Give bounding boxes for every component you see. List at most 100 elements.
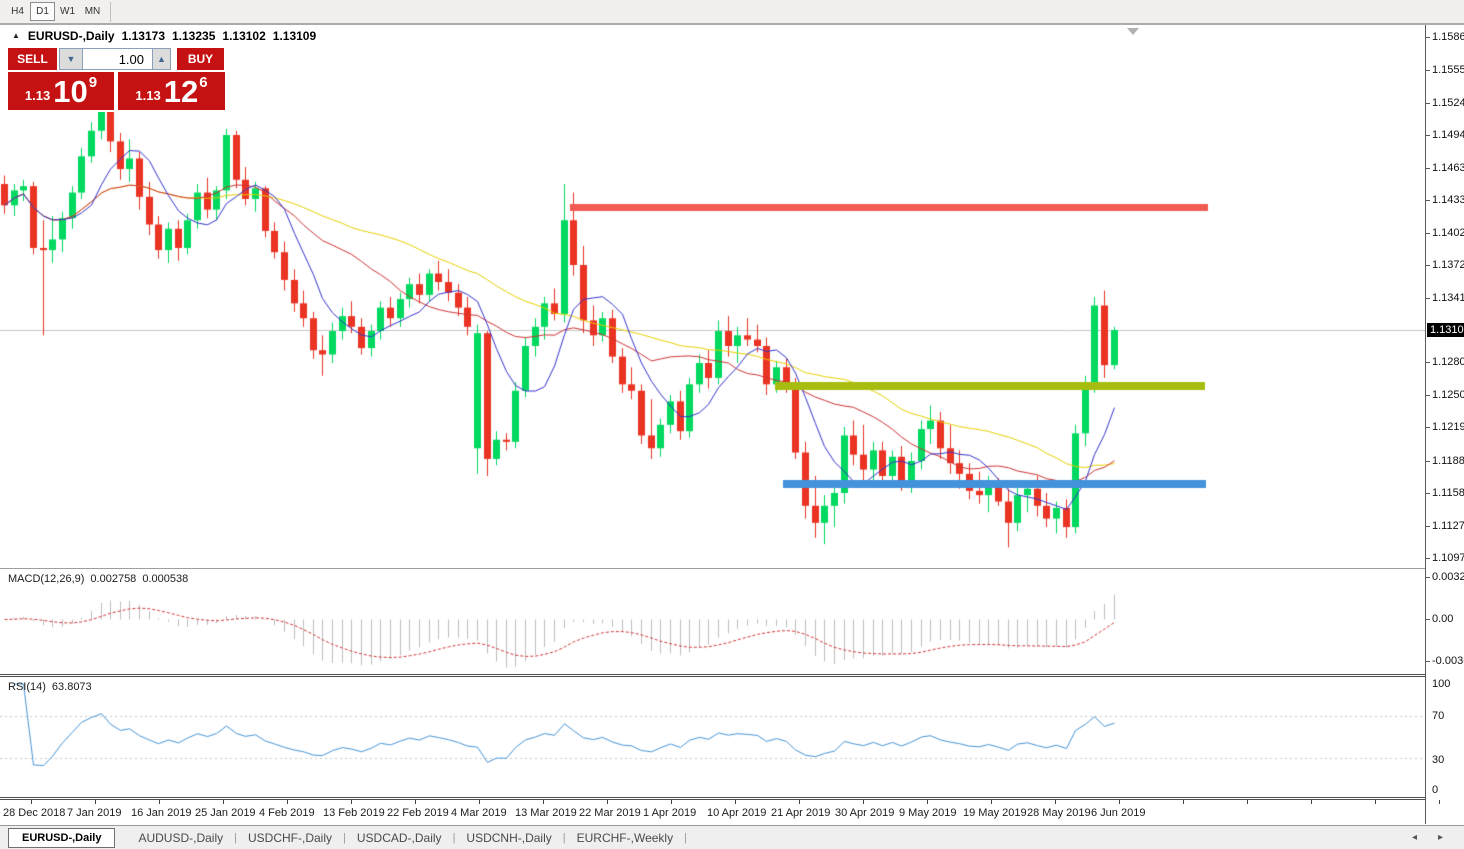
timeframe-toolbar: H4 D1 W1 MN — [0, 0, 1464, 24]
ohlc-close: 1.13109 — [272, 29, 317, 43]
rsi-name: RSI(14) — [8, 681, 46, 693]
date-axis-label: 30 Apr 2019 — [835, 807, 895, 819]
macd-rsi-splitter-line — [0, 676, 1464, 677]
macd-axis-label: 0.00 — [1432, 613, 1454, 625]
rsi-axis-label: 70 — [1432, 710, 1445, 722]
rsi-indicator-label: RSI(14) 63.8073 — [8, 681, 98, 693]
price-axis-tick — [1426, 200, 1430, 201]
date-axis-label: 22 Feb 2019 — [387, 807, 449, 819]
price-axis-tick — [1426, 135, 1430, 137]
rsi-value: 63.8073 — [51, 681, 92, 693]
macd-name: MACD(12,26,9) — [8, 573, 85, 585]
timeframe-button-w1[interactable]: W1 — [60, 6, 75, 17]
volume-input[interactable] — [83, 48, 152, 70]
macd-axis-tick — [1426, 619, 1430, 620]
price-axis-label: 1.14940 — [1432, 129, 1464, 142]
date-axis-tick — [671, 800, 672, 804]
chart-tab[interactable]: EURCHF-,Weekly — [576, 830, 674, 845]
timeframe-button-h4[interactable]: H4 — [11, 6, 24, 17]
chart-tab-active[interactable]: EURUSD-,Daily — [8, 827, 116, 848]
price-axis-tick — [1426, 37, 1430, 38]
price-axis-label: 1.12195 — [1432, 421, 1464, 434]
date-axis-label: 7 Jan 2019 — [67, 807, 122, 819]
chart-title: ▲ EURUSD-,Daily 1.13173 1.13235 1.13102 1.131… — [12, 29, 316, 43]
tab-separator: | — [684, 831, 687, 844]
price-axis-label: 1.15860 — [1432, 31, 1464, 43]
ohlc-high: 1.13235 — [172, 29, 216, 43]
price-axis-tick — [1426, 232, 1430, 234]
price-axis-label: 1.11580 — [1432, 487, 1464, 499]
chart-tab[interactable]: USDCNH-,Daily — [466, 830, 552, 845]
date-axis-tick — [543, 800, 544, 804]
price-axis-tick — [1426, 525, 1430, 527]
tabs-scroll-left-icon[interactable]: ◂ — [1412, 832, 1418, 843]
date-axis-label: 19 May 2019 — [963, 807, 1027, 819]
price-axis-label: 1.10970 — [1432, 552, 1464, 564]
macd-signal-value: 0.000538 — [142, 573, 189, 585]
main-macd-splitter[interactable] — [0, 568, 1464, 569]
chart-tab[interactable]: USDCAD-,Daily — [356, 830, 442, 845]
date-axis-tick — [287, 800, 288, 804]
chart-shift-marker-icon[interactable] — [1127, 28, 1139, 35]
macd-axis-tick — [1426, 661, 1430, 662]
macd-rsi-splitter[interactable] — [0, 674, 1464, 675]
sell-price-box[interactable]: 1.13 10 9 — [8, 72, 114, 110]
buy-button[interactable]: BUY — [177, 48, 224, 70]
price-axis-tick — [1426, 427, 1430, 429]
date-axis-tick — [1439, 800, 1440, 804]
price-axis-tick — [1426, 102, 1430, 104]
buy-price-box[interactable]: 1.13 12 6 — [118, 72, 225, 110]
tab-separator: | — [234, 831, 238, 844]
volume-decrease-button[interactable]: ▼ — [59, 48, 83, 70]
date-axis-tick — [95, 800, 96, 804]
ohlc-open: 1.13173 — [121, 29, 165, 43]
date-axis-tick — [927, 800, 928, 804]
price-axis-tick — [1426, 558, 1430, 559]
date-axis-label: 4 Feb 2019 — [259, 807, 315, 819]
price-axis-tick — [1426, 460, 1430, 462]
rsi-date-splitter[interactable] — [0, 797, 1464, 798]
timeframe-button-d1[interactable]: D1 — [30, 2, 55, 21]
price-axis-label: 1.13720 — [1432, 259, 1464, 271]
tabs-scroll-right-icon[interactable]: ▸ — [1438, 832, 1444, 843]
price-axis-tick — [1426, 265, 1430, 266]
date-axis-label: 10 Apr 2019 — [707, 807, 767, 819]
date-axis-tick — [991, 800, 992, 804]
price-axis-tick — [1426, 362, 1430, 364]
macd-axis-label: -0.003659 — [1432, 655, 1464, 667]
chart-tab[interactable]: USDCHF-,Daily — [248, 830, 333, 845]
sell-price-prefix: 1.13 — [24, 88, 51, 103]
price-axis-tick — [1426, 493, 1430, 494]
date-axis-tick — [799, 800, 800, 804]
sell-button[interactable]: SELL — [8, 48, 57, 70]
rsi-date-splitter-line — [0, 799, 1464, 800]
date-axis-tick — [351, 800, 352, 804]
ohlc-low: 1.13102 — [222, 29, 266, 43]
price-axis-tick — [1426, 394, 1430, 396]
price-axis-label: 1.15550 — [1432, 64, 1464, 77]
timeframe-button-mn[interactable]: MN — [84, 6, 101, 17]
tab-separator: | — [562, 831, 566, 844]
date-axis-tick — [159, 800, 160, 804]
volume-increase-button[interactable]: ▲ — [152, 48, 171, 70]
date-axis-label: 9 May 2019 — [899, 807, 957, 819]
chart-tab-bar: EURUSD-,Daily AUDUSD-,Daily | USDCHF-,Daily… — [0, 825, 1464, 849]
date-axis-tick — [735, 800, 736, 804]
date-axis-label: 1 Apr 2019 — [643, 807, 697, 819]
date-axis-tick — [223, 800, 224, 804]
buy-price-big: 12 — [163, 74, 199, 110]
date-axis-tick — [1311, 800, 1312, 804]
price-axis-label: 1.14330 — [1432, 194, 1464, 206]
date-axis-label: 28 Dec 2018 — [3, 807, 66, 819]
date-axis-label: 22 Mar 2019 — [579, 807, 641, 819]
price-axis-label: 1.12805 — [1432, 356, 1464, 369]
date-axis-tick — [479, 800, 480, 804]
date-axis-label: 6 Jun 2019 — [1091, 807, 1146, 819]
date-axis-tick — [31, 800, 32, 804]
macd-main-value: 0.002758 — [90, 573, 137, 585]
chart-tab[interactable]: AUDUSD-,Daily — [138, 830, 224, 845]
date-axis-label: 21 Apr 2019 — [771, 807, 831, 819]
collapse-chart-icon[interactable]: ▲ — [12, 31, 20, 40]
